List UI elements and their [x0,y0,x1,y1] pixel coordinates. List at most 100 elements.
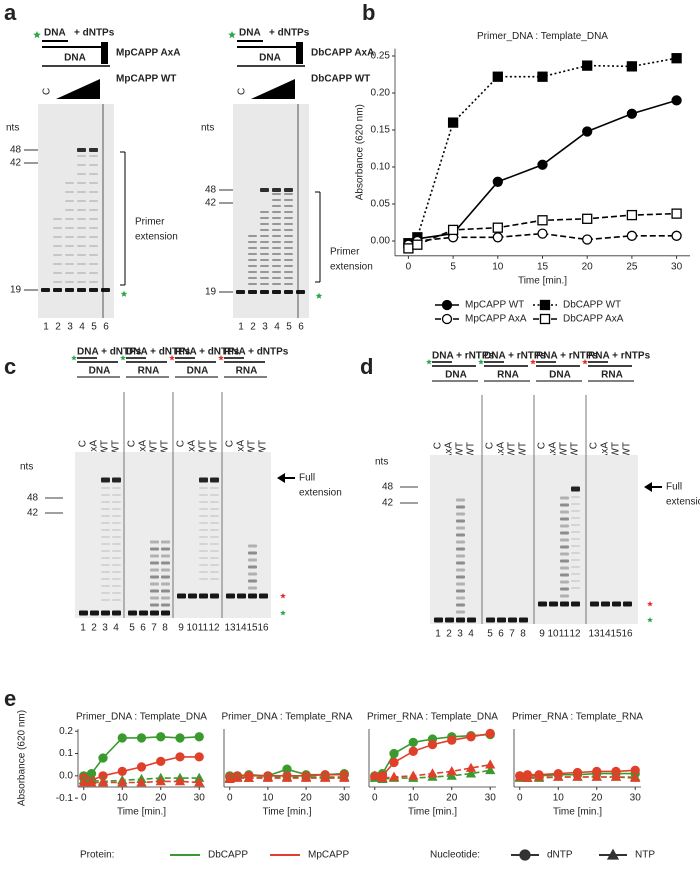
gel-band [101,477,110,483]
gel-band [456,589,465,593]
gel-band [199,501,208,503]
legend-title: Protein: [80,850,114,861]
label: 14 [599,629,611,640]
gel-band [101,288,110,292]
arrow [644,482,652,492]
label: 2 [250,322,256,333]
gel-band [260,211,269,213]
strand-star [315,292,323,299]
panel-letter: b [362,0,375,25]
label: 42 [10,158,22,169]
gel-band [590,601,599,607]
gel-band [150,568,159,572]
gel-band [77,173,86,175]
gel-band [284,277,293,279]
label: 6 [103,322,109,333]
gel-band [508,617,517,623]
marker [243,772,254,782]
label: nts [375,457,388,468]
gel-band [284,217,293,219]
gel-band [571,566,580,568]
strand-star [120,290,128,297]
gel-band [259,593,268,599]
marker [262,772,274,782]
x-axis-label: Time [min.] [553,807,602,818]
gel-band [101,515,110,517]
marker [630,772,641,782]
label: + dNTPs [269,28,310,39]
marker [320,772,331,782]
gel-band [284,253,293,255]
gel-band [161,575,170,579]
marker [78,777,89,787]
gel-band [571,587,580,589]
marker [441,313,453,325]
panel-letter: d [360,354,373,379]
marker [626,108,638,119]
gel-band [150,561,159,565]
marker [232,772,243,782]
marker [519,849,531,861]
label: Primer [330,247,360,258]
label: extension [299,488,342,499]
label: RNA + rNTPs [588,351,651,362]
gel-band [89,148,98,152]
gel [233,104,309,318]
label: Primer [135,217,165,228]
gel-band [161,561,170,565]
gel-band [456,505,465,509]
marker [533,771,545,781]
x-tick-label: 0 [517,793,523,804]
label: DNA + dNTPs [126,347,191,358]
marker [447,735,457,745]
gel-band [65,182,74,184]
gel-band [560,573,569,577]
y-tick-label: 0.0 [59,770,73,781]
x-tick-label: 10 [117,793,129,804]
x-axis-label: Time [min.] [117,807,166,818]
x-tick-label: 30 [630,793,642,804]
gel-band [53,236,62,238]
gel-band [177,593,186,599]
gel-band [53,281,62,283]
marker [377,772,388,782]
label: RNA + dNTPs [224,347,289,358]
gel-band [53,272,62,274]
label: RNA [497,370,519,381]
marker [671,208,682,219]
gel-band [210,543,219,545]
strand-star [530,359,536,365]
label: MpCAPP AxA [116,48,180,59]
gel-band [560,524,569,528]
x-tick-label: 30 [671,261,683,272]
gel-band [101,599,110,601]
label: DNA [259,53,281,64]
gel-band [445,617,454,623]
label: DNA [187,366,209,377]
gel-band [560,580,569,584]
gel-band [90,610,99,616]
marker [591,771,602,781]
marker [224,773,235,784]
gel [38,104,114,318]
label: 48 [10,145,22,156]
gel-band [161,554,170,558]
gel-band [272,283,281,285]
gel-band [284,241,293,243]
gel-band [65,288,74,292]
mutant-bar [101,42,108,64]
gel-band [210,557,219,559]
marker [465,768,477,778]
arrow [277,473,285,483]
gel-band [571,503,580,505]
gel-band [248,241,257,243]
marker [408,746,418,756]
gel-band [89,254,98,256]
label: 14 [235,623,247,634]
gel-band [456,554,465,558]
marker [389,748,399,759]
x-tick-label: 15 [537,261,549,272]
gel-band [112,543,121,545]
gel-band [560,538,569,542]
gel-band [272,271,281,273]
